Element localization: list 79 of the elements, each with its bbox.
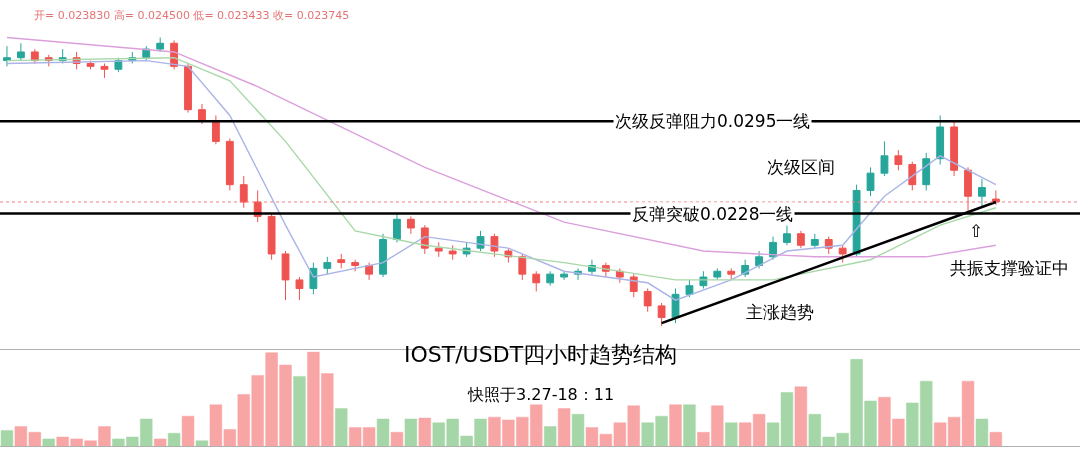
candlestick: [894, 149, 903, 171]
candlestick: [685, 279, 694, 298]
candlestick: [16, 42, 25, 62]
candlestick: [560, 270, 569, 281]
candlestick: [643, 288, 652, 313]
candlestick: [713, 267, 722, 281]
candlestick: [880, 140, 889, 177]
text: IOST/USDT四小时趋势结构: [404, 342, 678, 367]
candlestick: [406, 215, 415, 235]
candlestick: [393, 213, 401, 243]
bar: [571, 414, 585, 447]
candlestick: [267, 213, 276, 261]
candlestick: [448, 244, 457, 261]
bar: [335, 408, 348, 447]
candlestick: [518, 253, 527, 281]
candlestick: [198, 103, 206, 125]
bar: [390, 432, 404, 447]
bar: [376, 418, 390, 447]
bar: [167, 432, 181, 447]
candlestick: [100, 62, 109, 79]
ref-line-label: 反弹突破0.0228一线: [632, 204, 794, 224]
text: 快照于3.27-18：11: [467, 385, 615, 404]
bar: [42, 438, 55, 447]
candlestick: [323, 256, 332, 275]
candlestick: [950, 120, 958, 177]
candlestick: [3, 45, 11, 67]
ref-line-label: 次级反弹阻力0.0295一线: [615, 111, 811, 131]
candlestick: [490, 233, 499, 258]
bar: [195, 440, 209, 447]
candlestick: [156, 37, 165, 53]
candlestick: [810, 233, 819, 249]
annotation: 主涨趋势: [746, 302, 814, 322]
bar: [557, 408, 571, 447]
candlestick: [964, 166, 972, 212]
annotation: 次级区间: [767, 157, 835, 177]
candlestick: [838, 244, 847, 264]
bar: [544, 426, 557, 447]
candlestick: [239, 175, 248, 209]
candlestick: [936, 114, 945, 165]
annotation: 共振支撑验证中: [950, 258, 1069, 278]
bar: [683, 404, 696, 447]
bar: [669, 404, 682, 447]
candlestick: [184, 62, 192, 114]
bar: [725, 422, 738, 447]
candlestick: [796, 230, 805, 249]
candlestick: [866, 166, 875, 197]
candlestick: [727, 267, 736, 281]
bar: [154, 438, 167, 447]
candlestick: [922, 152, 931, 191]
bar: [0, 430, 14, 447]
candlestick: [629, 273, 638, 298]
candlestick: [908, 161, 917, 191]
candlestick: [476, 230, 485, 252]
candlestick: [86, 60, 95, 70]
candlestick: [337, 253, 346, 269]
candlestick: [657, 302, 666, 327]
candlestick: [351, 259, 360, 272]
bar: [418, 417, 431, 447]
candlestick: [211, 114, 220, 145]
bar: [404, 418, 418, 447]
bar: [794, 386, 808, 447]
candlestick: [978, 178, 986, 209]
bar: [975, 418, 989, 447]
candlestick: [309, 262, 318, 295]
bar: [989, 432, 1003, 447]
candlestick: [434, 241, 443, 258]
candlestick: [379, 233, 387, 278]
candlestick: [546, 270, 555, 287]
text: 开= 0.023830 高= 0.024500 低= 0.023433 收= 0.023745: [34, 9, 350, 22]
candlestick: [281, 250, 290, 301]
bar: [181, 415, 195, 447]
candlestick: [532, 270, 541, 292]
annotation: ⇧: [969, 221, 984, 241]
bar: [293, 376, 306, 447]
candlestick: [783, 224, 791, 246]
candlestick: [769, 236, 777, 261]
candlestick: [295, 276, 304, 301]
candlestick: [671, 288, 680, 324]
candlestick: [225, 138, 234, 191]
